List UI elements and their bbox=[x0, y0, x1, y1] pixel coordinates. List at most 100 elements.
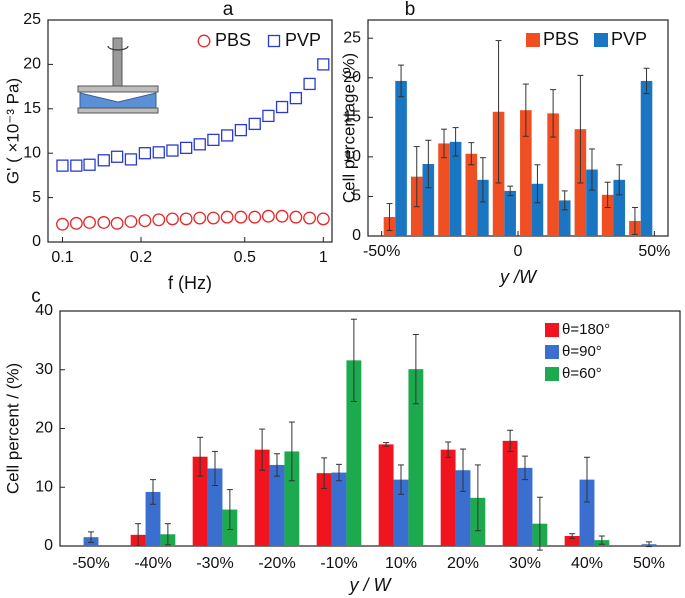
bar bbox=[254, 449, 270, 546]
error-bar bbox=[259, 428, 266, 471]
error-bar bbox=[534, 164, 541, 204]
marker bbox=[83, 158, 96, 171]
error-bar bbox=[616, 164, 623, 196]
y-tick-label: 5 bbox=[32, 189, 41, 206]
marker bbox=[124, 153, 138, 166]
error-bar bbox=[445, 441, 452, 458]
bar bbox=[438, 143, 450, 236]
bar bbox=[331, 472, 347, 546]
error-bar bbox=[398, 64, 405, 98]
bar bbox=[564, 536, 580, 546]
error-bar bbox=[561, 190, 568, 211]
error-bar bbox=[336, 463, 342, 482]
y-axis-label: G' ( ×10⁻³ Pa) bbox=[3, 78, 22, 184]
marker bbox=[70, 159, 83, 172]
x-tick-label: 0 bbox=[514, 243, 523, 260]
bar bbox=[477, 179, 489, 236]
marker bbox=[193, 211, 207, 225]
bar bbox=[579, 479, 595, 546]
y-tick-label: 15 bbox=[343, 109, 361, 126]
error-bar bbox=[588, 148, 595, 191]
bar bbox=[207, 468, 223, 546]
y-tick-label: 0 bbox=[352, 227, 361, 244]
bar bbox=[449, 141, 462, 236]
bar bbox=[192, 456, 208, 546]
x-tick-label: 50% bbox=[633, 555, 665, 572]
bar bbox=[504, 190, 516, 236]
error-bar bbox=[350, 318, 357, 402]
marker bbox=[303, 77, 316, 91]
error-bar bbox=[643, 67, 650, 95]
bar bbox=[316, 473, 332, 546]
legend-label: PVP bbox=[285, 30, 321, 50]
y-tick-label: 10 bbox=[35, 478, 53, 495]
marker bbox=[83, 216, 97, 229]
lower-plate bbox=[77, 107, 159, 114]
x-tick-label: -20% bbox=[258, 555, 295, 572]
bar bbox=[613, 179, 626, 236]
bar bbox=[558, 200, 571, 236]
marker bbox=[261, 209, 275, 223]
marker bbox=[138, 214, 152, 228]
gel bbox=[79, 92, 157, 109]
bar bbox=[502, 440, 518, 546]
x-tick-label: -30% bbox=[196, 555, 233, 572]
marker bbox=[207, 133, 220, 147]
marker bbox=[193, 138, 206, 151]
error-bar bbox=[646, 541, 652, 548]
x-tick-label: -10% bbox=[320, 555, 357, 572]
bar bbox=[422, 164, 435, 236]
bar bbox=[408, 369, 424, 546]
error-bar bbox=[507, 429, 514, 452]
y-tick-label: 20 bbox=[35, 420, 53, 437]
legend-swatch bbox=[545, 323, 559, 337]
y-tick-label: 0 bbox=[44, 537, 53, 554]
y-tick-label: 5 bbox=[352, 188, 361, 205]
y-tick-label: 20 bbox=[343, 69, 361, 86]
bar bbox=[640, 80, 653, 236]
error-bar bbox=[522, 455, 528, 481]
error-bar bbox=[197, 436, 204, 477]
marker bbox=[234, 123, 248, 137]
error-bar bbox=[522, 83, 529, 137]
error-bar bbox=[460, 448, 466, 492]
legend-swatch bbox=[594, 33, 608, 47]
error-bar bbox=[577, 74, 584, 184]
marker bbox=[179, 212, 193, 226]
bar bbox=[393, 479, 409, 546]
marker bbox=[180, 141, 193, 155]
error-bar bbox=[398, 464, 404, 495]
spindle bbox=[112, 37, 123, 91]
x-tick-label: -50% bbox=[72, 555, 109, 572]
marker bbox=[152, 146, 165, 159]
panel-label: b bbox=[405, 0, 416, 20]
error-bar bbox=[495, 40, 502, 184]
error-bar bbox=[150, 479, 156, 505]
x-tick-label: 30% bbox=[509, 555, 541, 572]
y-tick-label: 30 bbox=[35, 361, 53, 378]
x-tick-label: 0.5 bbox=[234, 249, 256, 266]
legend-swatch bbox=[545, 345, 559, 359]
x-tick-label: 20% bbox=[447, 555, 479, 572]
bar bbox=[517, 467, 533, 546]
legend-label: θ=180° bbox=[562, 321, 610, 338]
error-bar bbox=[164, 523, 171, 546]
error-bar bbox=[468, 142, 475, 166]
marker bbox=[275, 100, 289, 114]
marker bbox=[248, 117, 261, 131]
error-bar bbox=[383, 442, 390, 447]
y-tick-label: 40 bbox=[35, 302, 53, 319]
marker bbox=[206, 211, 220, 225]
x-tick-label: 1 bbox=[319, 249, 328, 266]
error-bar bbox=[584, 456, 590, 503]
legend-label: PBS bbox=[215, 30, 251, 50]
bar bbox=[520, 110, 532, 236]
error-bar bbox=[536, 496, 543, 551]
legend-label: PVP bbox=[611, 29, 647, 49]
error-bar bbox=[474, 464, 481, 532]
error-bar bbox=[212, 450, 218, 486]
x-tick-label: 40% bbox=[571, 555, 603, 572]
x-axis-label: y /W bbox=[498, 267, 538, 287]
error-bar bbox=[604, 181, 611, 209]
